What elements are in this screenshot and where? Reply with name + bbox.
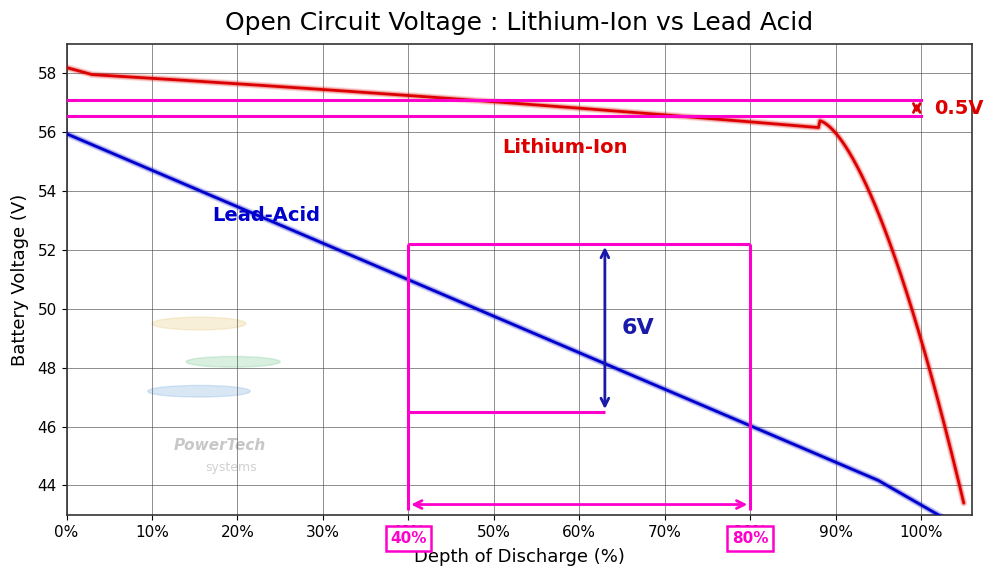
Ellipse shape	[152, 317, 246, 330]
Text: Lead-Acid: Lead-Acid	[212, 205, 320, 224]
Y-axis label: Battery Voltage (V): Battery Voltage (V)	[11, 193, 29, 366]
Text: systems: systems	[205, 460, 257, 474]
Text: 40%: 40%	[390, 531, 427, 546]
Text: 80%: 80%	[732, 531, 768, 546]
Text: Lithium-Ion: Lithium-Ion	[502, 138, 628, 157]
Title: Open Circuit Voltage : Lithium-Ion vs Lead Acid: Open Circuit Voltage : Lithium-Ion vs Le…	[225, 11, 813, 35]
Text: 6V: 6V	[622, 318, 655, 338]
Ellipse shape	[148, 385, 250, 397]
Text: 0.5V: 0.5V	[934, 99, 983, 118]
Text: PowerTech: PowerTech	[173, 438, 266, 453]
X-axis label: Depth of Discharge (%): Depth of Discharge (%)	[414, 548, 625, 566]
Ellipse shape	[186, 357, 280, 367]
